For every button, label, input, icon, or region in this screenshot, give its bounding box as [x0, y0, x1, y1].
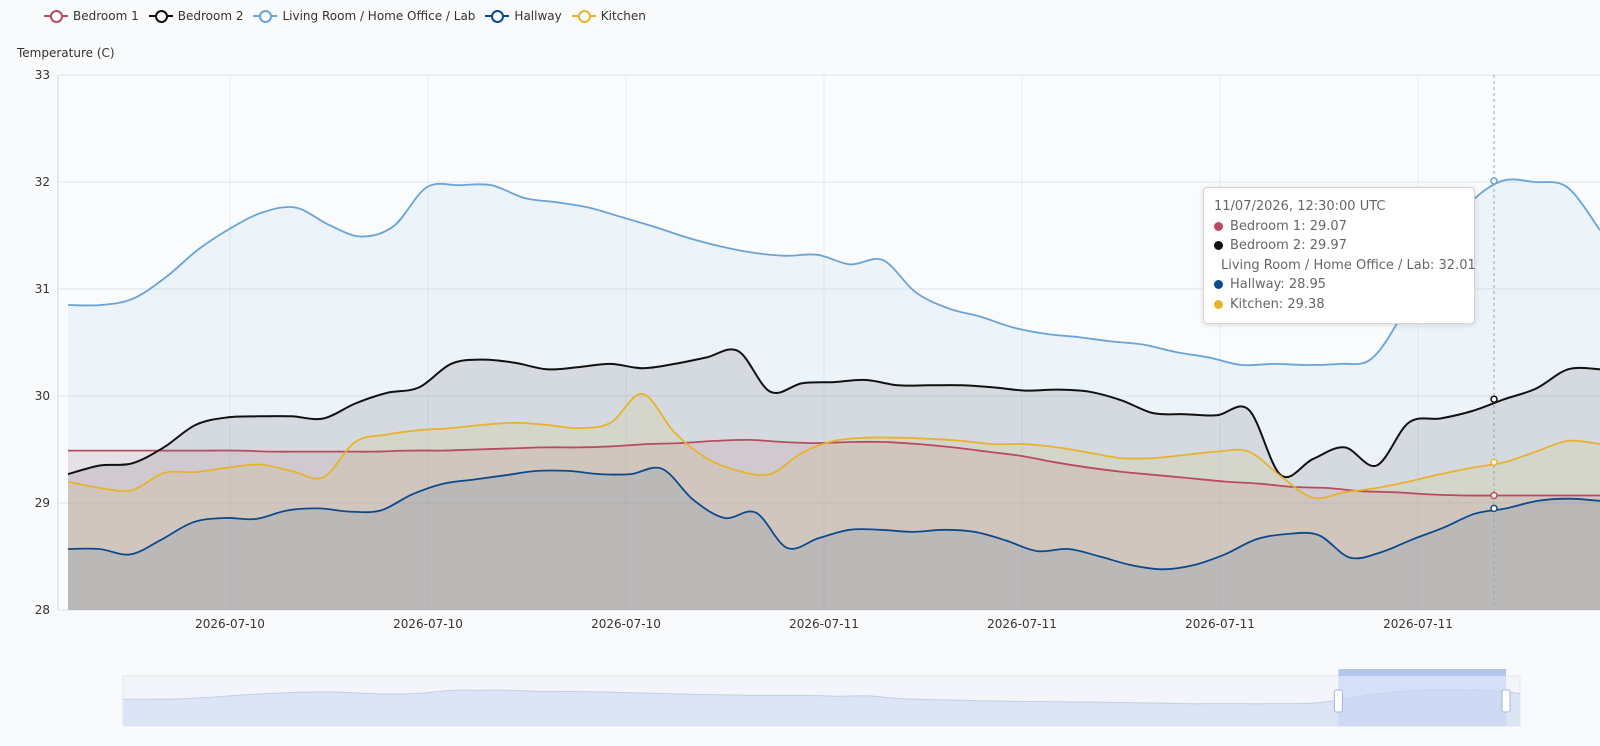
- legend-item[interactable]: Hallway: [485, 9, 562, 23]
- legend-label: Kitchen: [600, 9, 646, 23]
- legend-item[interactable]: Bedroom 1: [44, 9, 139, 23]
- data-zoom-handle[interactable]: [1333, 689, 1343, 713]
- legend-label: Hallway: [514, 9, 562, 23]
- series-line: [67, 466, 1600, 571]
- tooltip-row-label: Living Room / Home Office / Lab: 32.01: [1221, 257, 1476, 273]
- legend-item[interactable]: Bedroom 2: [148, 9, 244, 23]
- series-line: [67, 348, 1600, 479]
- series-area: [68, 349, 1600, 610]
- series-area: [68, 467, 1600, 610]
- legend-label: Bedroom 1: [73, 9, 139, 23]
- series-line: [67, 178, 1600, 367]
- legend-marker-icon: [148, 9, 173, 23]
- y-tick-label: 33: [35, 68, 50, 82]
- legend-label: Living Room / Home Office / Lab: [282, 9, 476, 23]
- hover-marker: [1490, 458, 1498, 467]
- tooltip-time: 11/07/2026, 12:30:00 UTC: [1214, 199, 1386, 214]
- hover-marker: [1490, 395, 1498, 403]
- series-line: [68, 438, 1600, 497]
- legend-marker-icon: [253, 9, 278, 23]
- data-zoom-preview-area: [123, 689, 1520, 726]
- legend: Bedroom 1 Bedroom 2 Living Room / Home Off…: [44, 9, 646, 23]
- plot-area: [58, 75, 1600, 610]
- legend-label: Bedroom 2: [177, 9, 244, 23]
- y-tick-label: 28: [35, 603, 50, 617]
- x-tick-label: 2026-07-11: [1185, 617, 1255, 631]
- tooltip-row: Living Room / Home Office / Lab: 32.01: [1214, 256, 1476, 276]
- series-area: [68, 179, 1600, 610]
- tooltip-rows: Bedroom 1: 29.07 Bedroom 2: 29.97 Living R…: [1214, 217, 1476, 315]
- x-tick-label: 2026-07-10: [591, 617, 661, 631]
- tooltip-row: Bedroom 1: 29.07: [1214, 217, 1464, 237]
- tooltip-series-dot-icon: [1214, 280, 1223, 290]
- data-zoom-move-handle[interactable]: [1338, 669, 1507, 676]
- tooltip-row-label: Hallway: 28.95: [1230, 277, 1327, 292]
- y-axis-label: Temperature (C): [17, 46, 115, 60]
- tooltip-series-dot-icon: [1214, 221, 1223, 231]
- data-zoom-handle[interactable]: [1501, 689, 1511, 713]
- hover-marker: [1490, 177, 1498, 185]
- series-line: [67, 393, 1600, 500]
- tooltip-row-label: Bedroom 1: 29.07: [1230, 218, 1347, 234]
- x-tick-label: 2026-07-10: [393, 617, 463, 631]
- hover-marker: [1490, 491, 1498, 500]
- x-tick-label: 2026-07-10: [195, 617, 265, 631]
- legend-marker-icon: [485, 9, 510, 23]
- y-tick-label: 31: [35, 282, 50, 296]
- y-tick-label: 32: [35, 175, 50, 189]
- hover-marker: [1490, 504, 1498, 513]
- tooltip-series-dot-icon: [1214, 299, 1223, 309]
- tooltip-series-dot-icon: [1214, 241, 1223, 251]
- legend-marker-icon: [571, 9, 596, 23]
- tooltip-row: Hallway: 28.95: [1214, 275, 1464, 295]
- series-area: [68, 393, 1600, 610]
- tooltip-row: Kitchen: 29.38: [1214, 295, 1464, 315]
- y-tick-label: 29: [35, 496, 50, 510]
- tooltip-row-label: Bedroom 2: 29.97: [1230, 238, 1347, 253]
- tooltip-row-label: Kitchen: 29.38: [1230, 296, 1325, 312]
- legend-marker-icon: [44, 9, 68, 23]
- y-tick-label: 30: [35, 389, 50, 403]
- data-zoom-selection[interactable]: [1338, 676, 1507, 726]
- data-zoom-preview-line: [122, 689, 1521, 705]
- legend-item[interactable]: Kitchen: [571, 9, 646, 23]
- tooltip-row: Bedroom 2: 29.97: [1214, 236, 1464, 256]
- x-tick-label: 2026-07-11: [789, 617, 859, 631]
- legend-item[interactable]: Living Room / Home Office / Lab: [253, 9, 475, 23]
- tooltip: 11/07/2026, 12:30:00 UTC Bedroom 1: 29.0…: [1203, 187, 1476, 324]
- x-tick-label: 2026-07-11: [987, 617, 1057, 631]
- x-tick-label: 2026-07-11: [1383, 617, 1453, 631]
